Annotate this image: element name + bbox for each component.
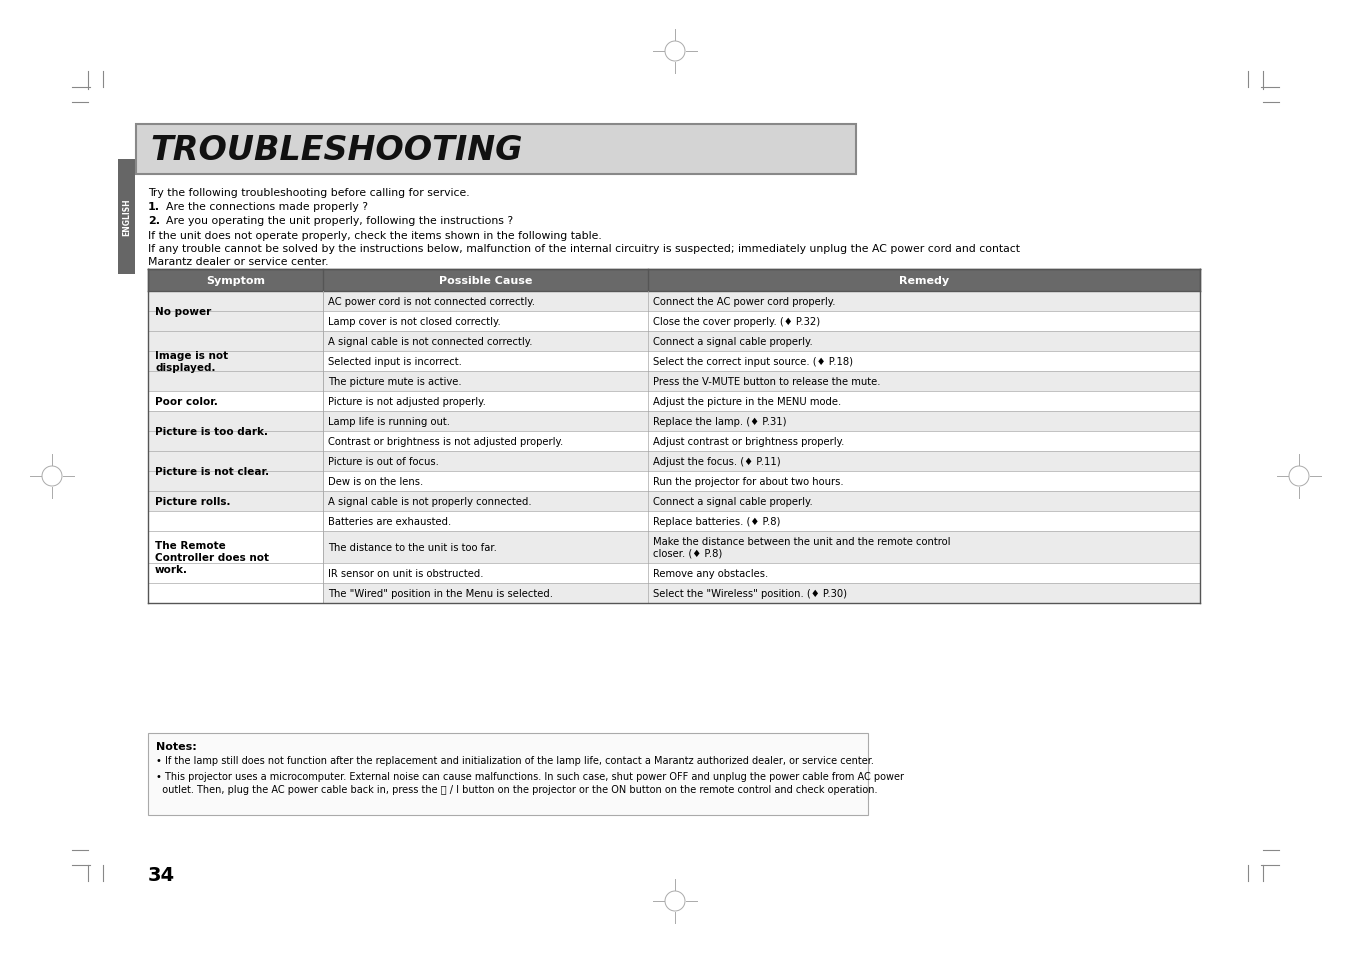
Bar — [149, 412, 323, 452]
Text: Connect a signal cable properly.: Connect a signal cable properly. — [653, 497, 813, 506]
Bar — [149, 492, 1200, 512]
Bar — [149, 372, 1200, 392]
Text: A signal cable is not properly connected.: A signal cable is not properly connected… — [328, 497, 532, 506]
Text: Lamp life is running out.: Lamp life is running out. — [328, 416, 450, 427]
Text: AC power cord is not connected correctly.: AC power cord is not connected correctly… — [328, 296, 535, 307]
Text: TROUBLESHOOTING: TROUBLESHOOTING — [150, 133, 523, 167]
Text: Poor color.: Poor color. — [155, 396, 218, 407]
Bar — [149, 332, 323, 392]
Text: Try the following troubleshooting before calling for service.: Try the following troubleshooting before… — [149, 188, 470, 198]
Text: ENGLISH: ENGLISH — [122, 198, 131, 236]
Text: Run the projector for about two hours.: Run the projector for about two hours. — [653, 476, 843, 486]
Text: The distance to the unit is too far.: The distance to the unit is too far. — [328, 542, 497, 553]
Bar — [149, 292, 323, 332]
Bar — [149, 492, 323, 512]
Text: Picture is not adjusted properly.: Picture is not adjusted properly. — [328, 396, 486, 407]
Text: 34: 34 — [149, 865, 176, 884]
Text: Picture is out of focus.: Picture is out of focus. — [328, 456, 439, 467]
Bar — [149, 472, 1200, 492]
Bar — [149, 392, 323, 412]
Text: Close the cover properly. (♦ P.32): Close the cover properly. (♦ P.32) — [653, 316, 820, 327]
Bar — [149, 452, 323, 492]
Text: Select the "Wireless" position. (♦ P.30): Select the "Wireless" position. (♦ P.30) — [653, 588, 847, 598]
Bar — [118, 160, 135, 274]
Bar — [149, 733, 867, 815]
Bar — [149, 583, 1200, 603]
Bar — [149, 332, 1200, 352]
Bar — [149, 532, 1200, 563]
Text: Picture is too dark.: Picture is too dark. — [155, 427, 267, 436]
Text: outlet. Then, plug the AC power cable back in, press the ⏽ / I button on the pro: outlet. Then, plug the AC power cable ba… — [155, 784, 878, 794]
Text: Adjust contrast or brightness properly.: Adjust contrast or brightness properly. — [653, 436, 844, 447]
Text: • This projector uses a microcomputer. External noise can cause malfunctions. In: • This projector uses a microcomputer. E… — [155, 771, 904, 781]
Text: Replace batteries. (♦ P.8): Replace batteries. (♦ P.8) — [653, 517, 781, 526]
Text: Connect the AC power cord properly.: Connect the AC power cord properly. — [653, 296, 835, 307]
Text: Notes:: Notes: — [155, 741, 197, 751]
Text: Are you operating the unit properly, following the instructions ?: Are you operating the unit properly, fol… — [166, 215, 513, 226]
Text: Batteries are exhausted.: Batteries are exhausted. — [328, 517, 451, 526]
Bar — [136, 125, 857, 174]
Text: Contrast or brightness is not adjusted properly.: Contrast or brightness is not adjusted p… — [328, 436, 563, 447]
Text: If any trouble cannot be solved by the instructions below, malfunction of the in: If any trouble cannot be solved by the i… — [149, 244, 1020, 253]
Text: Press the V-MUTE button to release the mute.: Press the V-MUTE button to release the m… — [653, 376, 881, 387]
Text: Adjust the focus. (♦ P.11): Adjust the focus. (♦ P.11) — [653, 456, 781, 467]
Bar — [149, 270, 1200, 292]
Text: No power: No power — [155, 307, 211, 316]
Text: Make the distance between the unit and the remote control
closer. (♦ P.8): Make the distance between the unit and t… — [653, 537, 951, 558]
Text: Picture is not clear.: Picture is not clear. — [155, 467, 269, 476]
Bar — [149, 452, 1200, 472]
Bar — [149, 432, 1200, 452]
Text: Possible Cause: Possible Cause — [439, 275, 532, 286]
Text: Selected input is incorrect.: Selected input is incorrect. — [328, 356, 462, 367]
Bar — [149, 412, 1200, 432]
Text: Are the connections made properly ?: Are the connections made properly ? — [166, 202, 367, 212]
Bar — [149, 292, 1200, 312]
Bar — [149, 563, 1200, 583]
Text: The Remote
Controller does not
work.: The Remote Controller does not work. — [155, 541, 269, 574]
Bar — [149, 352, 1200, 372]
Text: 2.: 2. — [149, 215, 159, 226]
Text: Remedy: Remedy — [898, 275, 948, 286]
Text: • If the lamp still does not function after the replacement and initialization o: • If the lamp still does not function af… — [155, 755, 874, 765]
Text: IR sensor on unit is obstructed.: IR sensor on unit is obstructed. — [328, 568, 484, 578]
Text: Dew is on the lens.: Dew is on the lens. — [328, 476, 423, 486]
Text: Select the correct input source. (♦ P.18): Select the correct input source. (♦ P.18… — [653, 356, 852, 367]
Text: Remove any obstacles.: Remove any obstacles. — [653, 568, 769, 578]
Text: The picture mute is active.: The picture mute is active. — [328, 376, 462, 387]
Text: Connect a signal cable properly.: Connect a signal cable properly. — [653, 336, 813, 347]
Text: The "Wired" position in the Menu is selected.: The "Wired" position in the Menu is sele… — [328, 588, 553, 598]
Bar — [149, 512, 1200, 532]
Text: 1.: 1. — [149, 202, 159, 212]
Text: Adjust the picture in the MENU mode.: Adjust the picture in the MENU mode. — [653, 396, 842, 407]
Text: If the unit does not operate properly, check the items shown in the following ta: If the unit does not operate properly, c… — [149, 231, 601, 241]
Text: A signal cable is not connected correctly.: A signal cable is not connected correctl… — [328, 336, 532, 347]
Text: Marantz dealer or service center.: Marantz dealer or service center. — [149, 256, 328, 267]
Bar — [149, 512, 323, 603]
Text: Lamp cover is not closed correctly.: Lamp cover is not closed correctly. — [328, 316, 501, 327]
Text: Picture rolls.: Picture rolls. — [155, 497, 231, 506]
Bar — [149, 312, 1200, 332]
Text: Replace the lamp. (♦ P.31): Replace the lamp. (♦ P.31) — [653, 416, 786, 427]
Text: Image is not
displayed.: Image is not displayed. — [155, 351, 228, 373]
Text: Symptom: Symptom — [205, 275, 265, 286]
Bar — [149, 392, 1200, 412]
